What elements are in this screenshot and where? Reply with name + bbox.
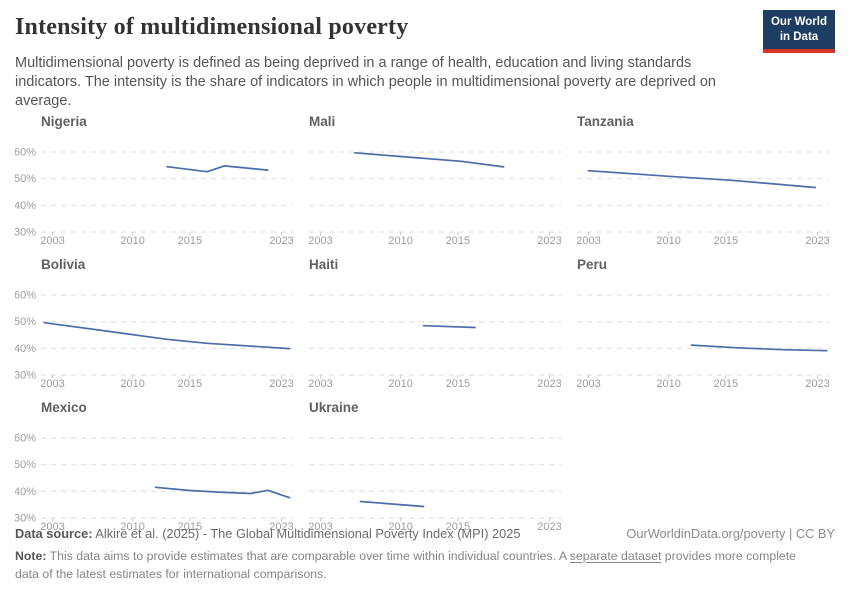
data-line <box>587 169 817 189</box>
x-tick-label: 2015 <box>446 235 470 246</box>
facet-chart: 2003 2010 2015 2023 <box>576 294 830 390</box>
facet-chart: 2003 2010 2015 2023 <box>308 294 562 390</box>
data-source: Data source: Alkire et al. (2025) - The … <box>15 526 520 541</box>
x-tick-label: 2023 <box>537 378 561 389</box>
facet-mali: Mali 2003 2010 2015 2023 <box>308 114 562 251</box>
x-tick-label: 2015 <box>446 521 470 532</box>
x-tick-label: 2023 <box>537 235 561 246</box>
facet-title: Mexico <box>41 400 87 415</box>
source-row: Data source: Alkire et al. (2025) - The … <box>15 526 835 541</box>
x-tick-label: 2015 <box>178 378 202 389</box>
note-text-before: This data aims to provide estimates that… <box>46 549 570 563</box>
facet-bolivia: Bolivia 30% 40% 50% 60% 2003 2010 2015 2023 <box>14 257 294 394</box>
owid-logo-line2: in Data <box>779 30 819 43</box>
data-source-text: Alkire et al. (2025) - The Global Multid… <box>92 526 521 541</box>
x-tick-label: 2023 <box>269 378 293 389</box>
facet-title: Nigeria <box>41 114 87 129</box>
y-tick-label: 30% <box>15 227 36 239</box>
data-line <box>166 165 269 173</box>
facet-chart: 2003 2010 2015 2023 <box>308 151 562 247</box>
x-tick-label: 2003 <box>309 521 333 532</box>
data-line <box>154 486 291 499</box>
x-tick-label: 2010 <box>120 378 144 389</box>
y-tick-label: 50% <box>15 316 36 328</box>
data-line <box>353 151 505 168</box>
facet-mexico: Mexico 30% 40% 50% 60% 2003 2010 2015 2023 <box>14 400 294 537</box>
x-tick-label: 2003 <box>577 235 601 246</box>
y-tick-label: 40% <box>15 343 36 355</box>
x-tick-label: 2015 <box>178 235 202 246</box>
chart-subtitle: Multidimensional poverty is defined as b… <box>15 55 716 110</box>
facet-title: Mali <box>309 114 336 129</box>
x-tick-label: 2015 <box>446 378 470 389</box>
facet-haiti: Haiti 2003 2010 2015 2023 <box>308 257 562 394</box>
y-tick-label: 50% <box>15 173 36 185</box>
facet-ukraine: Ukraine 2003 2010 2015 2023 <box>308 400 562 537</box>
facet-chart: 30% 40% 50% 60% 2003 2010 2015 2023 <box>14 290 294 391</box>
x-tick-label: 2023 <box>269 521 293 532</box>
y-tick-label: 60% <box>15 147 36 159</box>
x-tick-label: 2023 <box>537 521 561 532</box>
x-tick-label: 2003 <box>309 378 333 389</box>
x-tick-label: 2010 <box>656 378 680 389</box>
chart-footer: Data source: Alkire et al. (2025) - The … <box>15 526 835 584</box>
x-tick-label: 2003 <box>40 235 64 246</box>
page-title: Intensity of multidimensional poverty <box>15 14 409 40</box>
y-tick-label: 40% <box>15 486 36 498</box>
x-tick-label: 2003 <box>309 235 333 246</box>
owid-logo-line1: Our World <box>770 16 827 28</box>
note-label: Note: <box>15 549 47 563</box>
facet-peru: Peru 2003 2010 2015 2023 <box>576 257 830 394</box>
x-tick-label: 2023 <box>805 378 829 389</box>
facet-nigeria: Nigeria 30% 40% 50% 60% 2003 2010 2015 2023 <box>14 114 294 251</box>
y-tick-label: 30% <box>15 513 36 525</box>
x-tick-label: 2003 <box>40 378 64 389</box>
y-tick-label: 50% <box>15 459 36 471</box>
note-text-after: provides more complete data of the lates… <box>15 549 797 581</box>
x-tick-label: 2010 <box>388 378 412 389</box>
separate-dataset-link[interactable]: separate dataset <box>569 549 662 563</box>
owid-logo: Our World in Data <box>763 10 835 53</box>
x-tick-label: 2010 <box>388 521 412 532</box>
data-line <box>690 344 828 352</box>
x-tick-label: 2010 <box>388 235 412 246</box>
data-line <box>43 321 291 350</box>
x-tick-label: 2015 <box>178 521 202 532</box>
y-tick-label: 60% <box>15 290 36 302</box>
facet-title: Peru <box>577 257 608 272</box>
facet-chart: 2003 2010 2015 2023 <box>576 151 830 247</box>
facet-title: Ukraine <box>309 400 359 415</box>
x-tick-label: 2003 <box>40 521 64 532</box>
facet-title: Haiti <box>309 257 339 272</box>
x-tick-label: 2015 <box>714 235 738 246</box>
data-line <box>422 324 476 329</box>
facet-title: Bolivia <box>41 257 86 272</box>
x-tick-label: 2010 <box>120 235 144 246</box>
facet-chart: 2003 2010 2015 2023 <box>308 437 562 533</box>
data-line <box>359 500 425 508</box>
x-tick-label: 2010 <box>120 521 144 532</box>
x-tick-label: 2010 <box>656 235 680 246</box>
x-tick-label: 2015 <box>714 378 738 389</box>
facet-grid: Nigeria 30% 40% 50% 60% 2003 2010 2015 2023 Mali 2… <box>14 114 830 537</box>
x-tick-label: 2023 <box>269 235 293 246</box>
y-tick-label: 60% <box>15 433 36 445</box>
facet-chart: 30% 40% 50% 60% 2003 2010 2015 2023 <box>14 433 294 534</box>
chart-header: Intensity of multidimensional poverty Mu… <box>15 14 835 111</box>
note: Note: This data aims to provide estimate… <box>15 548 805 584</box>
y-tick-label: 30% <box>15 370 36 382</box>
y-tick-label: 40% <box>15 200 36 212</box>
x-tick-label: 2023 <box>805 235 829 246</box>
data-source-label: Data source: <box>15 526 93 541</box>
facet-title: Tanzania <box>577 114 634 129</box>
x-tick-label: 2003 <box>577 378 601 389</box>
attribution: OurWorldinData.org/poverty | CC BY <box>626 526 835 541</box>
facet-chart: 30% 40% 50% 60% 2003 2010 2015 2023 <box>14 147 294 248</box>
facet-tanzania: Tanzania 2003 2010 2015 2023 <box>576 114 830 251</box>
